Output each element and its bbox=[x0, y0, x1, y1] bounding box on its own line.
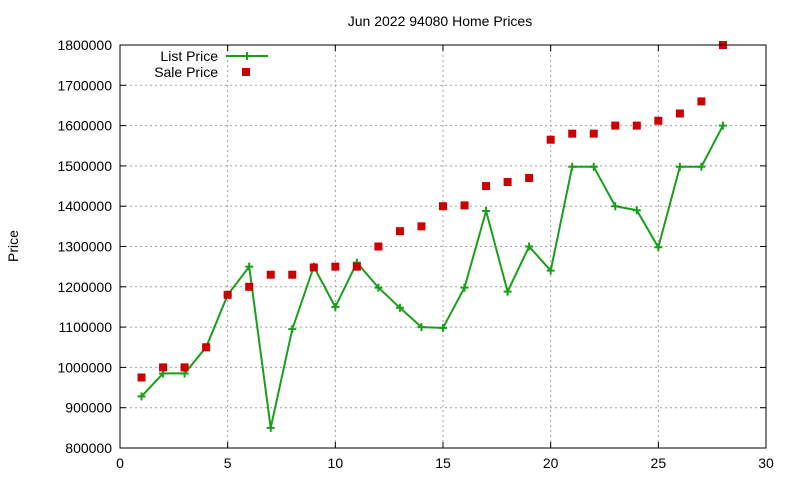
legend-label: Sale Price bbox=[154, 64, 218, 80]
list-price-point bbox=[611, 202, 620, 211]
y-tick-label: 1500000 bbox=[57, 158, 112, 174]
sale-price-point bbox=[395, 227, 404, 236]
list-price-point bbox=[288, 325, 297, 334]
list-price-point bbox=[503, 287, 512, 296]
list-price-point bbox=[417, 323, 426, 332]
y-axis-label: Price bbox=[5, 230, 21, 262]
y-tick-label: 1800000 bbox=[57, 37, 112, 53]
sale-price-point bbox=[374, 242, 383, 251]
legend-swatch-square bbox=[242, 68, 250, 76]
y-tick-label: 1600000 bbox=[57, 118, 112, 134]
list-price-point bbox=[395, 303, 404, 312]
sale-price-point bbox=[309, 263, 318, 272]
series-layer bbox=[137, 41, 727, 432]
list-price-point bbox=[589, 162, 598, 171]
series-list-price bbox=[137, 121, 727, 432]
sale-price-point bbox=[223, 290, 232, 299]
list-price-point bbox=[460, 283, 469, 292]
list-price-point bbox=[137, 392, 146, 401]
list-price-point bbox=[525, 242, 534, 251]
x-tick-label: 10 bbox=[328, 455, 344, 471]
sale-price-point bbox=[611, 121, 620, 130]
x-tick-label: 25 bbox=[651, 455, 667, 471]
list-price-point bbox=[439, 323, 447, 332]
sale-price-point bbox=[654, 116, 663, 125]
sale-price-point bbox=[568, 129, 577, 138]
y-tick-label: 1400000 bbox=[57, 198, 112, 214]
sale-price-point bbox=[439, 202, 447, 211]
x-tick-label: 30 bbox=[758, 455, 774, 471]
y-tick-label: 1700000 bbox=[57, 77, 112, 93]
list-price-point bbox=[718, 121, 727, 130]
list-price-point bbox=[331, 302, 340, 311]
sale-price-point bbox=[697, 97, 706, 106]
y-tick-label: 1300000 bbox=[57, 239, 112, 255]
series-sale-price bbox=[137, 41, 727, 382]
sale-price-point bbox=[525, 173, 534, 182]
legend-swatch-plus bbox=[243, 52, 251, 60]
list-price-point bbox=[245, 262, 254, 271]
legend-label: List Price bbox=[160, 48, 218, 64]
list-price-point bbox=[697, 162, 706, 171]
sale-price-point bbox=[331, 262, 340, 271]
chart-title: Jun 2022 94080 Home Prices bbox=[348, 13, 532, 29]
axis-layer: 0 5 10 15 20 25 30 800000 900000 1000000 1100000 12… bbox=[57, 37, 774, 471]
sale-price-point bbox=[245, 282, 254, 291]
x-tick-label: 5 bbox=[224, 455, 232, 471]
grid-layer bbox=[120, 45, 766, 448]
y-tick-label: 1200000 bbox=[57, 279, 112, 295]
list-price-point bbox=[266, 423, 275, 432]
y-tick-label: 900000 bbox=[65, 400, 112, 416]
y-tick-label: 1100000 bbox=[59, 319, 113, 335]
list-price-point bbox=[675, 162, 684, 171]
list-price-point bbox=[654, 243, 663, 252]
list-price-point bbox=[632, 206, 641, 215]
list-price-point bbox=[546, 266, 555, 275]
sale-price-point bbox=[546, 135, 555, 144]
sale-price-point bbox=[503, 178, 512, 187]
sale-price-point bbox=[352, 262, 361, 271]
list-price-line bbox=[140, 125, 724, 429]
sale-price-point bbox=[632, 121, 641, 130]
sale-price-point bbox=[460, 201, 469, 210]
sale-price-point bbox=[159, 363, 168, 372]
x-tick-label: 20 bbox=[543, 455, 559, 471]
y-tick-label: 800000 bbox=[65, 440, 112, 456]
sale-price-point bbox=[137, 373, 146, 382]
sale-price-point bbox=[288, 270, 297, 279]
sale-price-point bbox=[266, 270, 275, 279]
sale-price-point bbox=[202, 343, 211, 352]
sale-price-point bbox=[675, 109, 684, 118]
list-price-point bbox=[374, 283, 383, 292]
y-tick-label: 1000000 bbox=[57, 359, 112, 375]
plot-frame bbox=[119, 44, 767, 449]
list-price-point bbox=[482, 207, 491, 216]
sale-price-point bbox=[180, 363, 189, 372]
x-tick-label: 0 bbox=[116, 455, 124, 471]
sale-price-point bbox=[482, 182, 491, 191]
x-tick-label: 15 bbox=[435, 455, 451, 471]
list-price-point bbox=[568, 162, 577, 171]
sale-price-point bbox=[417, 222, 426, 231]
sale-price-point bbox=[589, 129, 598, 138]
